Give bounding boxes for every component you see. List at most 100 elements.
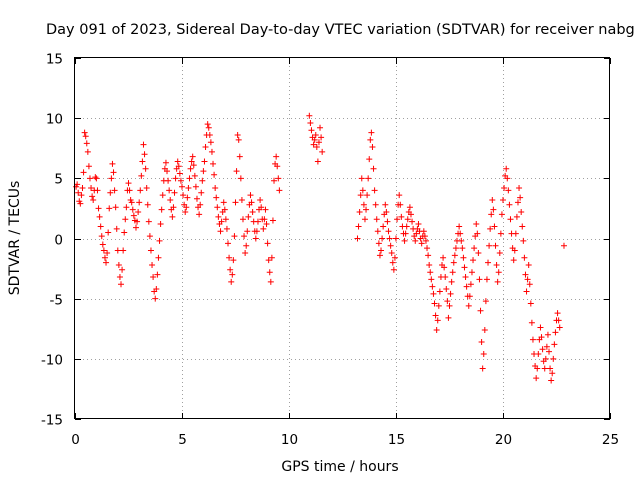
data-point	[551, 341, 558, 348]
data-point	[525, 261, 532, 268]
data-point	[241, 233, 248, 240]
data-point	[546, 348, 553, 355]
data-point	[190, 162, 197, 169]
data-point	[101, 254, 108, 261]
data-point	[388, 249, 395, 256]
data-point	[434, 317, 441, 324]
data-point	[81, 129, 88, 136]
data-point	[185, 184, 192, 191]
data-point	[367, 136, 374, 143]
data-point	[315, 139, 322, 146]
data-point	[74, 181, 81, 188]
data-point	[526, 281, 533, 288]
data-point	[317, 124, 324, 131]
data-point	[205, 124, 212, 131]
data-point	[488, 211, 495, 218]
data-point	[122, 216, 129, 223]
data-point	[207, 139, 214, 146]
data-point	[503, 165, 510, 172]
data-point	[480, 351, 487, 358]
data-point	[428, 276, 435, 283]
data-point	[383, 209, 390, 216]
data-point	[95, 205, 102, 212]
data-point	[385, 228, 392, 235]
data-point	[221, 206, 228, 213]
data-point	[199, 177, 206, 184]
data-point	[550, 355, 557, 362]
data-point	[257, 196, 264, 203]
data-point	[200, 168, 207, 175]
data-point	[164, 168, 171, 175]
data-point	[533, 375, 540, 382]
plot-frame	[74, 57, 610, 419]
data-point	[365, 175, 372, 182]
data-point	[258, 204, 265, 211]
data-point	[174, 158, 181, 165]
data-point	[487, 225, 494, 232]
data-point	[115, 261, 122, 268]
data-point	[451, 252, 458, 259]
data-point	[166, 187, 173, 194]
data-point	[264, 240, 271, 247]
data-point	[537, 324, 544, 331]
data-point	[265, 257, 272, 264]
data-point	[311, 136, 318, 143]
data-point	[237, 175, 244, 182]
data-point	[217, 228, 224, 235]
data-point	[427, 269, 434, 276]
data-point	[456, 223, 463, 230]
data-point	[543, 343, 550, 350]
data-point	[211, 171, 218, 178]
data-point	[375, 240, 382, 247]
data-point	[457, 230, 464, 237]
data-point	[128, 199, 135, 206]
data-point	[523, 288, 530, 295]
data-point	[103, 259, 110, 266]
data-point	[113, 225, 120, 232]
data-point	[130, 212, 137, 219]
data-point	[463, 283, 470, 290]
data-point	[433, 326, 440, 333]
data-point	[461, 264, 468, 271]
data-point	[552, 329, 559, 336]
data-point	[554, 310, 561, 317]
data-point	[376, 252, 383, 259]
data-point	[201, 158, 208, 165]
data-point	[534, 365, 541, 372]
data-points	[73, 112, 567, 384]
data-point	[222, 216, 229, 223]
data-point	[528, 319, 535, 326]
data-point	[229, 271, 236, 278]
y-tick-label: 5	[54, 172, 63, 188]
data-point	[560, 242, 567, 249]
x-tick-label: 15	[388, 432, 405, 448]
data-point	[313, 144, 320, 151]
data-point	[184, 194, 191, 201]
data-point	[175, 163, 182, 170]
data-point	[363, 206, 370, 213]
data-point	[440, 254, 447, 261]
data-point	[138, 172, 145, 179]
data-point	[432, 312, 439, 319]
data-point	[121, 229, 128, 236]
data-point	[157, 221, 164, 228]
data-point	[396, 192, 403, 199]
data-point	[505, 187, 512, 194]
data-point	[521, 254, 528, 261]
data-point	[517, 194, 524, 201]
data-point	[443, 286, 450, 293]
data-point	[261, 216, 268, 223]
data-point	[247, 192, 254, 199]
data-point	[129, 206, 136, 213]
data-point	[360, 201, 367, 208]
data-point	[171, 189, 178, 196]
data-point	[364, 192, 371, 199]
data-point	[271, 177, 278, 184]
data-point	[356, 209, 363, 216]
data-point	[460, 254, 467, 261]
data-point	[444, 298, 451, 305]
data-point	[391, 254, 398, 261]
y-axis-label: SDTVAR / TECUs	[7, 181, 23, 296]
data-point	[524, 276, 531, 283]
